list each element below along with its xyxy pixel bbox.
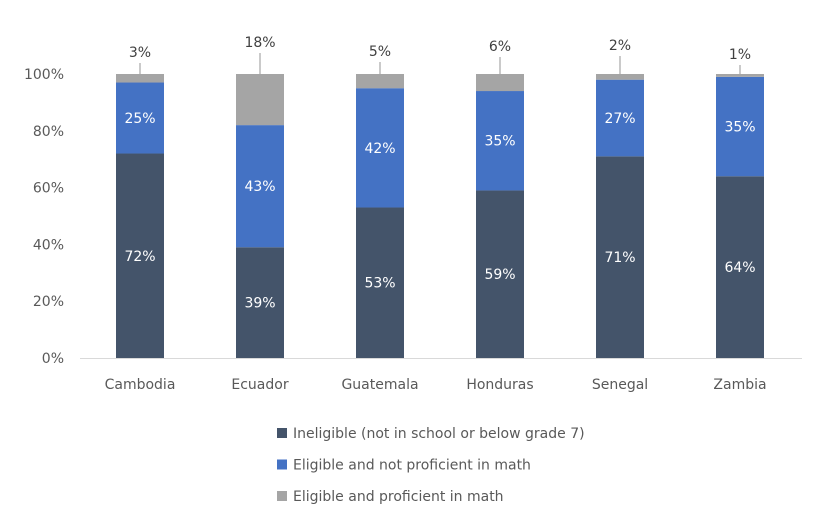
data-label: 43%: [244, 179, 275, 195]
y-tick-label: 80%: [33, 124, 64, 140]
data-label: 18%: [244, 35, 275, 51]
data-label: 72%: [124, 249, 155, 265]
bar-segment: [236, 247, 284, 358]
data-label: 35%: [724, 120, 755, 136]
bar-segment: [116, 82, 164, 154]
data-label: 53%: [364, 276, 395, 292]
bar-segment: [596, 156, 644, 358]
data-label: 64%: [724, 260, 755, 276]
data-label: 42%: [364, 141, 395, 157]
bar-segment: [356, 74, 404, 89]
bar-segment: [116, 74, 164, 83]
bar-segment: [596, 74, 644, 80]
legend-swatch: [277, 428, 287, 438]
y-tick-label: 20%: [33, 294, 64, 310]
bar-segment: [716, 176, 764, 358]
data-label: 2%: [609, 38, 631, 54]
data-label: 3%: [129, 45, 151, 61]
data-label: 39%: [244, 296, 275, 312]
data-label: 5%: [369, 44, 391, 60]
bar-segment: [356, 207, 404, 358]
bar-segment: [236, 125, 284, 248]
data-label: 6%: [489, 39, 511, 55]
x-tick-label: Ecuador: [231, 377, 288, 393]
legend-label: Eligible and not proficient in math: [293, 458, 531, 474]
data-label: 25%: [124, 111, 155, 127]
legend-swatch: [277, 491, 287, 501]
bar-segment: [476, 190, 524, 358]
bar-segment: [476, 91, 524, 191]
x-tick-label: Honduras: [466, 377, 533, 393]
data-label: 59%: [484, 267, 515, 283]
x-tick-label: Guatemala: [341, 377, 418, 393]
x-tick-label: Cambodia: [105, 377, 176, 393]
y-tick-label: 100%: [24, 67, 64, 83]
y-tick-label: 40%: [33, 237, 64, 253]
bar-segment: [236, 74, 284, 126]
bar-segment: [716, 74, 764, 77]
data-label: 27%: [604, 111, 635, 127]
legend-label: Eligible and proficient in math: [293, 489, 504, 505]
data-label: 35%: [484, 134, 515, 150]
x-tick-label: Zambia: [713, 377, 766, 393]
bar-segment: [716, 76, 764, 177]
bar-segment: [116, 153, 164, 358]
data-label: 1%: [729, 47, 751, 63]
y-tick-label: 0%: [42, 351, 64, 367]
data-label: 71%: [604, 250, 635, 266]
legend-swatch: [277, 459, 287, 470]
bar-segment: [476, 74, 524, 92]
x-tick-label: Senegal: [592, 377, 648, 393]
bar-segment: [356, 88, 404, 208]
legend-label: Ineligible (not in school or below grade…: [293, 426, 585, 442]
bar-segment: [596, 79, 644, 157]
y-tick-label: 60%: [33, 181, 64, 197]
